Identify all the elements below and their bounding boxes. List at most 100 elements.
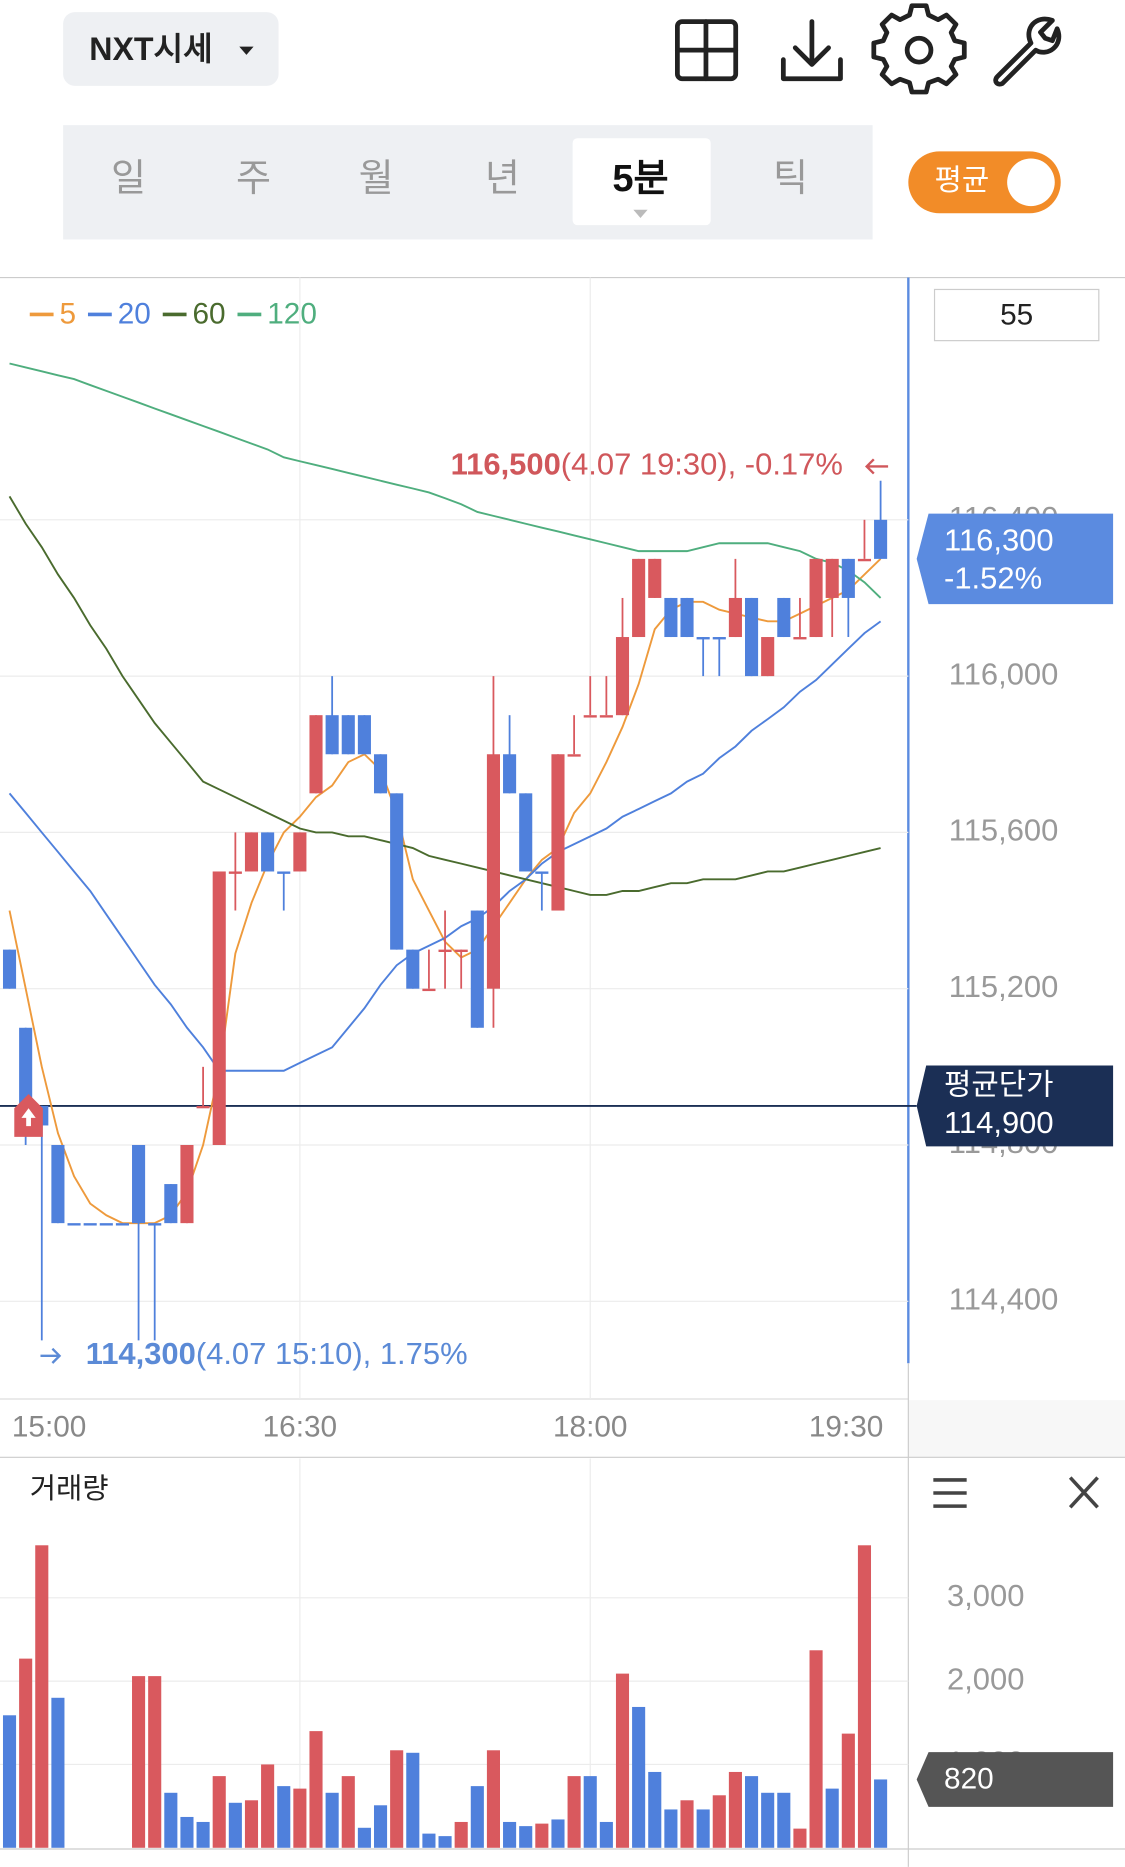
- candle-body: [373, 754, 388, 794]
- volume-title: 거래량: [30, 1473, 109, 1505]
- average-toggle-label[interactable]: 평균: [935, 164, 990, 197]
- candle-body: [583, 715, 597, 718]
- volume-bar: [551, 1819, 565, 1848]
- candle-body: [857, 558, 872, 562]
- candle-body: [148, 1223, 162, 1226]
- candle-body: [551, 754, 565, 911]
- candle-body: [19, 1027, 33, 1106]
- candle-body: [503, 754, 517, 794]
- menu-icon[interactable]: [933, 1478, 967, 1508]
- volume-bar: [390, 1750, 404, 1848]
- period-tab[interactable]: 주: [236, 158, 271, 200]
- candle-body: [422, 988, 436, 992]
- toggle-knob: [1007, 158, 1055, 207]
- count-box[interactable]: [933, 288, 1100, 342]
- y-tick-label: 115,600: [949, 813, 1059, 848]
- volume-bar: [567, 1776, 581, 1848]
- volume-bar: [745, 1776, 759, 1848]
- volume-bar: [664, 1809, 678, 1848]
- period-tab[interactable]: 년: [485, 158, 520, 200]
- volume-bar: [2, 1715, 17, 1848]
- low-marker-price: 114,300: [86, 1336, 196, 1371]
- candle-body: [180, 1144, 194, 1224]
- volume-bar: [309, 1731, 323, 1848]
- volume-bar: [438, 1836, 452, 1848]
- volume-bar: [648, 1771, 662, 1848]
- volume-bar: [244, 1800, 259, 1848]
- volume-bar: [599, 1821, 613, 1848]
- volume-bar: [180, 1816, 194, 1848]
- volume-bar: [761, 1792, 775, 1848]
- y-tick-label: 115,200: [949, 969, 1059, 1004]
- volume-bar: [325, 1792, 339, 1848]
- candle-body: [244, 832, 259, 872]
- candle-body: [567, 754, 581, 757]
- volume-bar: [696, 1809, 710, 1848]
- low-marker-arrow: [40, 1347, 62, 1364]
- candle-body: [261, 832, 275, 872]
- high-marker-detail: (4.07 19:30), -0.17%: [561, 447, 843, 482]
- volume-bar: [857, 1545, 872, 1848]
- moving-average-line: [8, 495, 881, 896]
- period-tab[interactable]: 틱: [773, 158, 808, 200]
- volume-bar: [712, 1795, 726, 1848]
- candle-body: [712, 637, 726, 640]
- volume-bar: [148, 1676, 162, 1848]
- period-tab[interactable]: 5분: [612, 158, 668, 200]
- volume-bar: [777, 1792, 791, 1848]
- candle-body: [212, 871, 226, 1145]
- candle-body: [599, 715, 613, 718]
- volume-bar: [583, 1776, 597, 1848]
- candle-body: [777, 597, 791, 638]
- candle-body: [309, 715, 323, 794]
- candle-body: [390, 793, 404, 950]
- candle-body: [67, 1223, 81, 1226]
- volume-bar: [164, 1792, 178, 1848]
- high-marker-label: 116,500(4.07 19:30), -0.17%: [451, 447, 843, 482]
- candle-body: [341, 715, 355, 755]
- period-tab[interactable]: 월: [359, 158, 394, 200]
- candle-body: [115, 1223, 129, 1226]
- download-icon[interactable]: [780, 19, 843, 82]
- x-tick-label: 19:30: [809, 1411, 883, 1444]
- candle-count[interactable]: 55: [1000, 299, 1033, 332]
- x-tick-label: 16:30: [263, 1411, 337, 1444]
- candle-body: [196, 1105, 210, 1109]
- candle-body: [454, 949, 468, 953]
- volume-bar: [422, 1833, 436, 1848]
- candle-body: [825, 558, 839, 598]
- axis-corner: [908, 1400, 1125, 1458]
- layout-icon[interactable]: [675, 19, 739, 82]
- volume-bar: [454, 1821, 468, 1848]
- volume-bar: [261, 1764, 275, 1848]
- last-price-tag: [916, 513, 1114, 605]
- period-selected: [572, 138, 711, 226]
- volume-bar: [728, 1771, 742, 1848]
- tools-icon[interactable]: [993, 16, 1062, 87]
- volume-bar: [212, 1776, 226, 1848]
- settings-icon[interactable]: [871, 3, 967, 95]
- close-icon[interactable]: [1068, 1476, 1099, 1509]
- candle-body: [277, 871, 291, 874]
- candle-body: [535, 871, 549, 874]
- volume-bar: [470, 1786, 484, 1848]
- high-marker-arrow: [864, 458, 889, 475]
- period-tab[interactable]: 일: [111, 158, 146, 200]
- buy-marker-arrow: [21, 1108, 36, 1127]
- market-label[interactable]: NXT시세: [89, 31, 212, 67]
- legend-label: 60: [192, 298, 225, 331]
- volume-bar: [35, 1545, 49, 1848]
- volume-bar: [519, 1826, 533, 1848]
- candle-body: [83, 1223, 97, 1226]
- legend-label: 20: [118, 298, 151, 331]
- average-price-title: 평균단가: [944, 1069, 1053, 1102]
- candle-body: [696, 637, 710, 640]
- volume-bar: [228, 1802, 242, 1848]
- candle-body: [874, 519, 888, 559]
- candle-body: [809, 558, 823, 638]
- legend-label: 120: [267, 298, 317, 331]
- volume-bar: [277, 1786, 291, 1848]
- candle-body: [470, 910, 484, 1028]
- market-button[interactable]: [63, 12, 279, 86]
- candle-body: [164, 1184, 178, 1224]
